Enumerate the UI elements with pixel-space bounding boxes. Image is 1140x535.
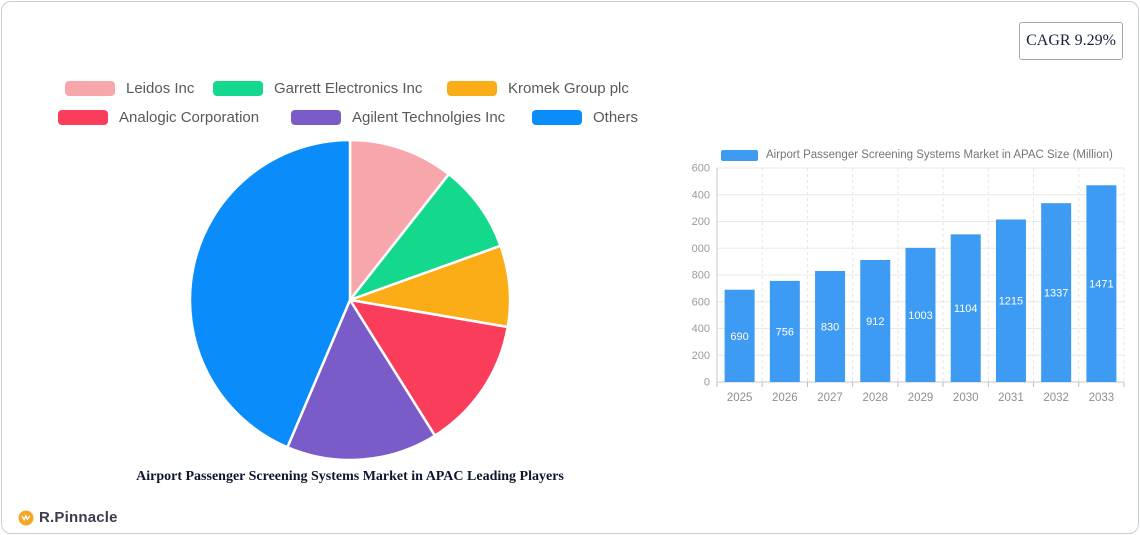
bar-2030[interactable] <box>950 234 981 382</box>
y-axis-tick-label: 400 <box>692 323 710 335</box>
x-axis-category-label: 2031 <box>998 392 1024 404</box>
legend-swatch-kromek <box>447 80 497 96</box>
legend-swatch-garrett <box>213 80 263 96</box>
x-axis-category-label: 2028 <box>862 392 888 404</box>
x-axis-category-label: 2032 <box>1043 392 1069 404</box>
y-axis-tick-label: 1200 <box>692 216 710 228</box>
bar-2032[interactable] <box>1041 203 1072 382</box>
y-axis-tick-label: 600 <box>692 296 710 308</box>
cagr-value: CAGR 9.29% <box>1026 32 1116 49</box>
pie-slice-others[interactable] <box>188 138 352 449</box>
bar-2027[interactable] <box>815 270 846 382</box>
y-axis-tick-label: 1600 <box>692 163 710 175</box>
legend-label: Leidos Inc <box>126 79 195 97</box>
bar-value-label: 912 <box>866 316 884 328</box>
bar-2025[interactable] <box>724 289 755 382</box>
bar-legend-label: Airport Passenger Screening Systems Mark… <box>766 149 1113 161</box>
legend-item-kromek[interactable]: Kromek Group plc <box>447 79 629 97</box>
bar-value-label: 1215 <box>999 296 1023 308</box>
legend-label: Others <box>593 108 639 126</box>
bar-chart: 0 200 400 600 800 1000 1200 1400 1600 690 2025 756 2… <box>692 163 1125 404</box>
bar-2029[interactable] <box>905 247 936 382</box>
bar-value-label: 1471 <box>1089 279 1113 291</box>
legend-label: Agilent Technolgies Inc <box>352 108 506 126</box>
y-axis-tick-label: 1400 <box>692 189 710 201</box>
y-axis-tick-label: 200 <box>692 350 710 362</box>
y-axis-tick-label: 1000 <box>692 243 710 255</box>
pie-title: Airport Passenger Screening Systems Mark… <box>136 469 564 484</box>
brand-icon <box>18 510 34 525</box>
legend-swatch-agilent <box>291 109 341 125</box>
brand-logo: R.Pinnacle <box>18 509 118 526</box>
y-axis-tick-label: 0 <box>704 377 710 389</box>
legend-item-agilent[interactable]: Agilent Technolgies Inc <box>291 108 505 126</box>
pie-slice-leidos-inc[interactable] <box>348 138 451 302</box>
legend-swatch-analogic <box>58 109 108 125</box>
legend-item-others[interactable]: Others <box>532 108 638 126</box>
pie-slice-garrett-electronics-inc[interactable] <box>348 172 502 302</box>
bar-value-label: 1003 <box>908 310 932 322</box>
x-axis-category-label: 2033 <box>1089 392 1115 404</box>
x-axis-category-label: 2026 <box>772 392 798 404</box>
bar-2026[interactable] <box>769 280 800 382</box>
legend-label: Analogic Corporation <box>119 108 260 126</box>
x-axis-category-label: 2029 <box>908 392 934 404</box>
bar-value-label: 690 <box>730 331 748 343</box>
x-axis-category-label: 2030 <box>953 392 979 404</box>
legend-swatch-leidos <box>65 80 115 96</box>
legend-label: Kromek Group plc <box>508 79 629 97</box>
pie-slice-agilent-technolgies-inc[interactable] <box>286 298 437 462</box>
bar-value-label: 756 <box>776 326 794 338</box>
pie-slice-analogic-corporation[interactable] <box>348 298 509 437</box>
bar-legend-swatch <box>721 149 758 161</box>
legend-swatch-others <box>532 109 582 125</box>
bar-2031[interactable] <box>995 219 1026 382</box>
legend-label: Garrett Electronics Inc <box>274 79 423 97</box>
cagr-badge: CAGR 9.29% <box>1019 22 1123 60</box>
bar-legend[interactable]: Airport Passenger Screening Systems Mark… <box>721 149 1113 161</box>
pie-chart <box>188 138 512 462</box>
brand-name: R.Pinnacle <box>39 509 118 526</box>
legend-item-garrett[interactable]: Garrett Electronics Inc <box>213 79 422 97</box>
y-axis-tick-label: 800 <box>692 270 710 282</box>
bar-value-label: 1104 <box>954 303 978 315</box>
bar-value-label: 1337 <box>1044 288 1068 300</box>
legend-item-leidos[interactable]: Leidos Inc <box>65 79 194 97</box>
bar-value-label: 830 <box>821 321 839 333</box>
legend-item-analogic[interactable]: Analogic Corporation <box>58 108 259 126</box>
bar-2028[interactable] <box>860 260 891 382</box>
bar-2033[interactable] <box>1086 185 1117 382</box>
x-axis-category-label: 2025 <box>727 392 753 404</box>
x-axis-category-label: 2027 <box>817 392 843 404</box>
